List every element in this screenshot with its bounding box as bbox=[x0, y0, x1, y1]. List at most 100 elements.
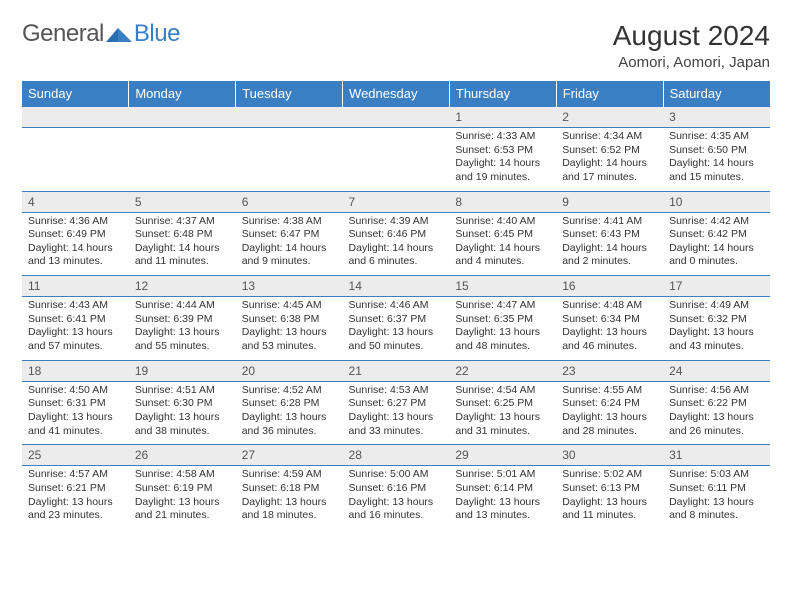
day-number: 22 bbox=[449, 361, 556, 381]
day-sunset: Sunset: 6:22 PM bbox=[669, 397, 764, 411]
day-sunrise: Sunrise: 4:34 AM bbox=[562, 130, 657, 144]
day-details-empty bbox=[236, 128, 343, 186]
day-cell-number: 11 bbox=[22, 276, 129, 297]
day-day1: Daylight: 14 hours bbox=[242, 242, 337, 256]
day-day2: and 6 minutes. bbox=[349, 255, 444, 269]
day-sunset: Sunset: 6:47 PM bbox=[242, 228, 337, 242]
day-day2: and 16 minutes. bbox=[349, 509, 444, 523]
calendar-table: Sunday Monday Tuesday Wednesday Thursday… bbox=[22, 81, 770, 529]
day-details: Sunrise: 4:34 AMSunset: 6:52 PMDaylight:… bbox=[556, 128, 663, 191]
day-details: Sunrise: 4:57 AMSunset: 6:21 PMDaylight:… bbox=[22, 466, 129, 529]
day-cell-details: Sunrise: 5:00 AMSunset: 6:16 PMDaylight:… bbox=[343, 466, 450, 529]
day-sunset: Sunset: 6:13 PM bbox=[562, 482, 657, 496]
day-sunrise: Sunrise: 5:02 AM bbox=[562, 468, 657, 482]
day-sunset: Sunset: 6:39 PM bbox=[135, 313, 230, 327]
day-sunrise: Sunrise: 4:37 AM bbox=[135, 215, 230, 229]
day-number: 17 bbox=[663, 276, 770, 296]
day-day1: Daylight: 13 hours bbox=[135, 496, 230, 510]
day-cell-number: 25 bbox=[22, 445, 129, 466]
day-cell-number: 31 bbox=[663, 445, 770, 466]
day-cell-details: Sunrise: 5:01 AMSunset: 6:14 PMDaylight:… bbox=[449, 466, 556, 529]
day-cell-number bbox=[129, 107, 236, 128]
day-day2: and 31 minutes. bbox=[455, 425, 550, 439]
day-day2: and 18 minutes. bbox=[242, 509, 337, 523]
day-sunrise: Sunrise: 4:44 AM bbox=[135, 299, 230, 313]
day-day2: and 48 minutes. bbox=[455, 340, 550, 354]
day-details: Sunrise: 4:42 AMSunset: 6:42 PMDaylight:… bbox=[663, 213, 770, 276]
day-cell-number: 30 bbox=[556, 445, 663, 466]
day-number: 7 bbox=[343, 192, 450, 212]
day-sunset: Sunset: 6:38 PM bbox=[242, 313, 337, 327]
day-cell-number: 22 bbox=[449, 360, 556, 381]
day-day1: Daylight: 13 hours bbox=[562, 326, 657, 340]
day-sunset: Sunset: 6:53 PM bbox=[455, 144, 550, 158]
day-sunset: Sunset: 6:42 PM bbox=[669, 228, 764, 242]
day-sunrise: Sunrise: 5:00 AM bbox=[349, 468, 444, 482]
day-day1: Daylight: 13 hours bbox=[349, 496, 444, 510]
day-sunrise: Sunrise: 4:57 AM bbox=[28, 468, 123, 482]
day-number: 21 bbox=[343, 361, 450, 381]
day-sunset: Sunset: 6:31 PM bbox=[28, 397, 123, 411]
day-day1: Daylight: 13 hours bbox=[669, 326, 764, 340]
day-cell-details: Sunrise: 4:38 AMSunset: 6:47 PMDaylight:… bbox=[236, 212, 343, 276]
day-day2: and 8 minutes. bbox=[669, 509, 764, 523]
day-sunset: Sunset: 6:28 PM bbox=[242, 397, 337, 411]
day-details: Sunrise: 4:52 AMSunset: 6:28 PMDaylight:… bbox=[236, 382, 343, 445]
logo-text-blue: Blue bbox=[134, 20, 180, 48]
day-cell-details: Sunrise: 4:59 AMSunset: 6:18 PMDaylight:… bbox=[236, 466, 343, 529]
day-day1: Daylight: 13 hours bbox=[669, 411, 764, 425]
day-cell-details: Sunrise: 5:03 AMSunset: 6:11 PMDaylight:… bbox=[663, 466, 770, 529]
day-sunrise: Sunrise: 4:43 AM bbox=[28, 299, 123, 313]
day-sunset: Sunset: 6:11 PM bbox=[669, 482, 764, 496]
day-details: Sunrise: 4:48 AMSunset: 6:34 PMDaylight:… bbox=[556, 297, 663, 360]
day-sunset: Sunset: 6:37 PM bbox=[349, 313, 444, 327]
day-cell-details: Sunrise: 4:34 AMSunset: 6:52 PMDaylight:… bbox=[556, 128, 663, 192]
day-sunrise: Sunrise: 4:33 AM bbox=[455, 130, 550, 144]
day-cell-details: Sunrise: 4:53 AMSunset: 6:27 PMDaylight:… bbox=[343, 381, 450, 445]
day-cell-number: 20 bbox=[236, 360, 343, 381]
day-sunset: Sunset: 6:21 PM bbox=[28, 482, 123, 496]
day-number: 15 bbox=[449, 276, 556, 296]
day-details: Sunrise: 4:41 AMSunset: 6:43 PMDaylight:… bbox=[556, 213, 663, 276]
day-cell-details: Sunrise: 4:41 AMSunset: 6:43 PMDaylight:… bbox=[556, 212, 663, 276]
day-number-empty bbox=[236, 107, 343, 127]
day-cell-number: 23 bbox=[556, 360, 663, 381]
day-day2: and 15 minutes. bbox=[669, 171, 764, 185]
day-sunset: Sunset: 6:25 PM bbox=[455, 397, 550, 411]
day-sunset: Sunset: 6:18 PM bbox=[242, 482, 337, 496]
day-sunset: Sunset: 6:41 PM bbox=[28, 313, 123, 327]
day-number: 13 bbox=[236, 276, 343, 296]
day-cell-details: Sunrise: 4:54 AMSunset: 6:25 PMDaylight:… bbox=[449, 381, 556, 445]
day-sunrise: Sunrise: 4:40 AM bbox=[455, 215, 550, 229]
day-sunset: Sunset: 6:52 PM bbox=[562, 144, 657, 158]
day-sunset: Sunset: 6:45 PM bbox=[455, 228, 550, 242]
day-cell-details: Sunrise: 4:39 AMSunset: 6:46 PMDaylight:… bbox=[343, 212, 450, 276]
day-details-empty bbox=[343, 128, 450, 186]
day-number: 25 bbox=[22, 445, 129, 465]
day-day2: and 55 minutes. bbox=[135, 340, 230, 354]
day-sunset: Sunset: 6:27 PM bbox=[349, 397, 444, 411]
day-sunset: Sunset: 6:32 PM bbox=[669, 313, 764, 327]
day-cell-number: 3 bbox=[663, 107, 770, 128]
details-row: Sunrise: 4:33 AMSunset: 6:53 PMDaylight:… bbox=[22, 128, 770, 192]
day-cell-number: 29 bbox=[449, 445, 556, 466]
day-cell-number: 26 bbox=[129, 445, 236, 466]
day-cell-number: 27 bbox=[236, 445, 343, 466]
day-number: 30 bbox=[556, 445, 663, 465]
details-row: Sunrise: 4:50 AMSunset: 6:31 PMDaylight:… bbox=[22, 381, 770, 445]
day-day2: and 33 minutes. bbox=[349, 425, 444, 439]
page-header: General Blue August 2024 Aomori, Aomori,… bbox=[22, 20, 770, 71]
day-details-empty bbox=[129, 128, 236, 186]
calendar-page: General Blue August 2024 Aomori, Aomori,… bbox=[0, 0, 792, 539]
day-number: 23 bbox=[556, 361, 663, 381]
day-cell-number: 14 bbox=[343, 276, 450, 297]
day-day2: and 11 minutes. bbox=[135, 255, 230, 269]
day-details: Sunrise: 4:55 AMSunset: 6:24 PMDaylight:… bbox=[556, 382, 663, 445]
day-sunset: Sunset: 6:43 PM bbox=[562, 228, 657, 242]
day-details: Sunrise: 4:43 AMSunset: 6:41 PMDaylight:… bbox=[22, 297, 129, 360]
day-number: 31 bbox=[663, 445, 770, 465]
day-cell-details: Sunrise: 4:46 AMSunset: 6:37 PMDaylight:… bbox=[343, 297, 450, 361]
day-details: Sunrise: 4:33 AMSunset: 6:53 PMDaylight:… bbox=[449, 128, 556, 191]
day-day1: Daylight: 13 hours bbox=[28, 496, 123, 510]
day-cell-details: Sunrise: 4:58 AMSunset: 6:19 PMDaylight:… bbox=[129, 466, 236, 529]
